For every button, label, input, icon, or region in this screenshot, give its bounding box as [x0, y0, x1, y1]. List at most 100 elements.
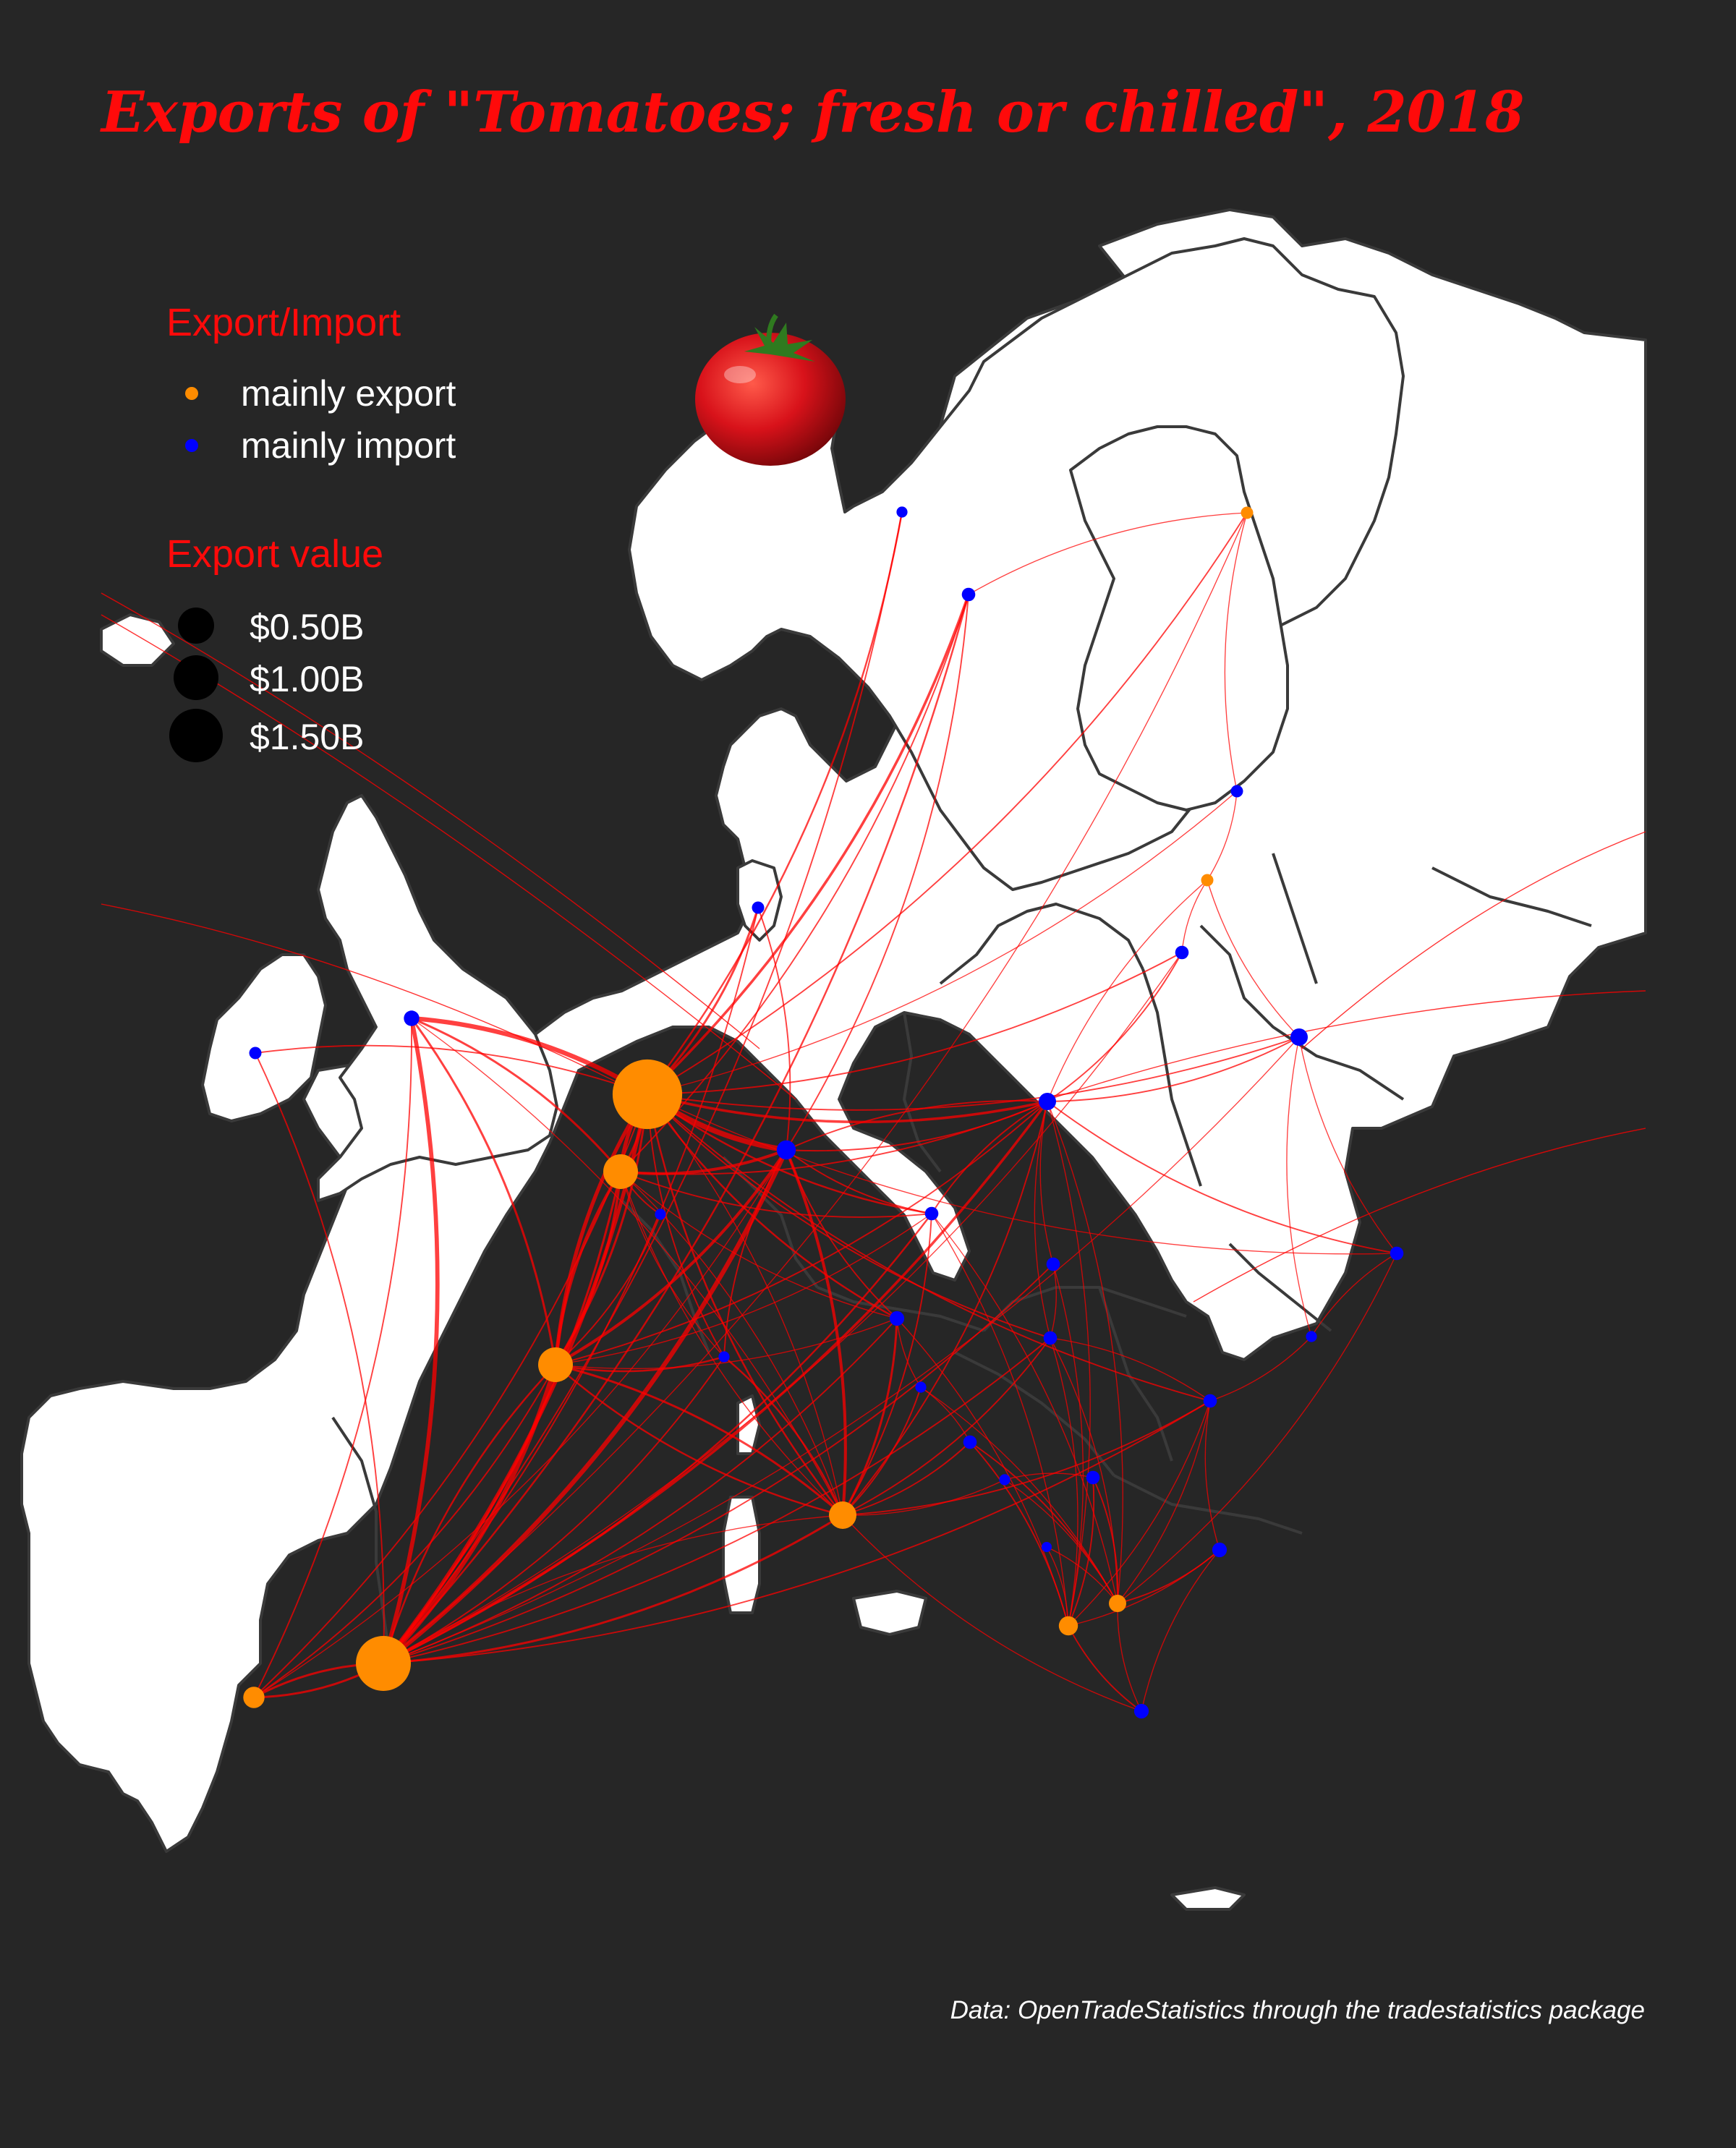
trade-flow-it-gb: [411, 1018, 843, 1516]
trade-flow-it-es: [383, 1514, 843, 1664]
legend-size-label-small: $0.50B: [250, 607, 365, 647]
trade-flow-layer: [101, 511, 1646, 1712]
trade-flow-nl-ee: [647, 790, 1238, 1095]
country-node-it: [829, 1501, 856, 1529]
country-node-se: [961, 587, 976, 602]
trade-flow-mk-si: [920, 1386, 1118, 1604]
country-node-be: [603, 1154, 638, 1189]
country-node-pt: [243, 1687, 265, 1708]
country-node-ee: [1230, 785, 1243, 798]
trade-flow-offmap: [101, 592, 760, 1049]
country-node-no: [896, 506, 908, 518]
trade-flow-pt-fr: [253, 1364, 556, 1698]
trade-flow-fr-it: [555, 1364, 843, 1517]
trade-flow-nl-fr: [553, 1093, 650, 1365]
trade-flow-fr-nl: [554, 1094, 649, 1365]
trade-flow-es-pl: [383, 1100, 1049, 1665]
trade-flow-be-it: [620, 1171, 843, 1516]
country-border: [1113, 1474, 1303, 1535]
trade-flow-es-gb: [381, 1018, 440, 1664]
trade-flow-nl-lt: [647, 952, 1183, 1095]
country-border: [1431, 866, 1592, 927]
trade-flow-pl-de: [786, 1099, 1048, 1151]
trade-flow-fr-es: [382, 1364, 556, 1664]
country-node-fr: [538, 1347, 573, 1382]
trade-flow-nl-cz: [647, 1094, 932, 1215]
country-border: [903, 1012, 942, 1173]
trade-flow-it-hu: [842, 1337, 1051, 1516]
legend-size-title: Export value: [166, 532, 384, 576]
trade-flow-fr-lu: [555, 1214, 661, 1365]
country-node-al: [1058, 1616, 1078, 1636]
trade-flow-be-at: [620, 1171, 898, 1319]
trade-flow-mk-ua: [1117, 1253, 1397, 1604]
trade-flow-es-by: [383, 1036, 1300, 1664]
trade-flow-al-ro: [1068, 1400, 1211, 1627]
legend-export-dot: [185, 387, 198, 400]
trade-flow-nl-at: [646, 1094, 898, 1320]
country-node-lt: [1175, 945, 1189, 960]
trade-flow-offmap: [1301, 831, 1646, 1049]
trade-flow-it-gr: [842, 1514, 1142, 1712]
legend-import-dot: [185, 439, 198, 452]
country-border: [1141, 968, 1202, 1187]
trade-flow-mk-bg: [1117, 1549, 1220, 1604]
trade-flow-by-ua: [1298, 1036, 1397, 1254]
country-node-sk: [1046, 1257, 1060, 1271]
legend-size-label-large: $1.50B: [250, 717, 365, 757]
trade-flow-pt-gb: [253, 1018, 412, 1698]
country-node-ie: [249, 1047, 262, 1060]
trade-flow-be-fr: [553, 1170, 622, 1365]
trade-flow-it-ro: [842, 1400, 1211, 1516]
trade-flow-it-ch: [723, 1356, 844, 1516]
land-gb: [317, 794, 558, 1202]
trade-flow-es-ro: [383, 1400, 1211, 1664]
trade-flow-fr-gb: [410, 1018, 557, 1365]
trade-flow-mk-ro: [1117, 1400, 1211, 1604]
trade-flow-pl-lt: [1047, 952, 1183, 1102]
trade-flow-it-hr: [842, 1441, 971, 1516]
country-node-rs: [1086, 1470, 1100, 1485]
trade-flow-mk-cz: [931, 1213, 1118, 1604]
trade-flow-es-at: [383, 1318, 898, 1664]
country-node-bg: [1212, 1542, 1227, 1558]
legend-export-label: mainly export: [241, 373, 456, 414]
country-node-ba: [999, 1474, 1010, 1486]
trade-flow-pl-ua: [1047, 1101, 1397, 1254]
trade-flow-fr-cz: [555, 1213, 932, 1365]
country-border: [722, 1156, 819, 1289]
trade-flow-es-lt: [383, 952, 1183, 1664]
trade-flow-ro-md: [1209, 1336, 1312, 1402]
country-node-nl: [612, 1059, 683, 1130]
trade-flow-lv-lt: [1181, 879, 1208, 953]
trade-flow-offmap: [1048, 990, 1646, 1100]
trade-flow-es-fi: [383, 512, 1248, 1664]
trade-flow-de-ch: [723, 1149, 787, 1358]
trade-flow-ro-hu: [1050, 1337, 1211, 1402]
country-node-de: [776, 1140, 796, 1160]
trade-flow-offmap: [101, 903, 652, 1100]
trade-flow-it-ba: [842, 1479, 1005, 1516]
trade-flow-fi-se: [968, 512, 1248, 595]
trade-flow-es-sk: [383, 1263, 1054, 1664]
trade-flow-de-cz: [786, 1149, 932, 1214]
country-node-dk: [752, 901, 765, 914]
trade-flow-it-at: [841, 1318, 898, 1516]
country-node-es: [356, 1636, 411, 1691]
trade-flow-mk-hu: [1050, 1337, 1118, 1604]
country-node-ch: [718, 1351, 730, 1363]
trade-flow-hu-sk: [1050, 1263, 1057, 1339]
trade-flow-al-hu: [1050, 1337, 1078, 1627]
country-node-gb: [404, 1010, 420, 1026]
trade-flow-lv-by: [1207, 879, 1300, 1038]
country-node-md: [1306, 1331, 1317, 1342]
trade-flow-bg-gr: [1141, 1549, 1220, 1712]
country-border: [954, 1351, 1115, 1477]
legend-color-title: Export/Import: [166, 301, 401, 344]
trade-flow-hr-si: [920, 1386, 971, 1443]
trade-flow-fr-ch: [555, 1355, 725, 1373]
trade-flow-nl-fi: [647, 512, 1248, 1095]
land-crete: [1170, 1886, 1246, 1911]
trade-flow-de-at: [786, 1149, 898, 1319]
land-sicily: [852, 1590, 927, 1636]
